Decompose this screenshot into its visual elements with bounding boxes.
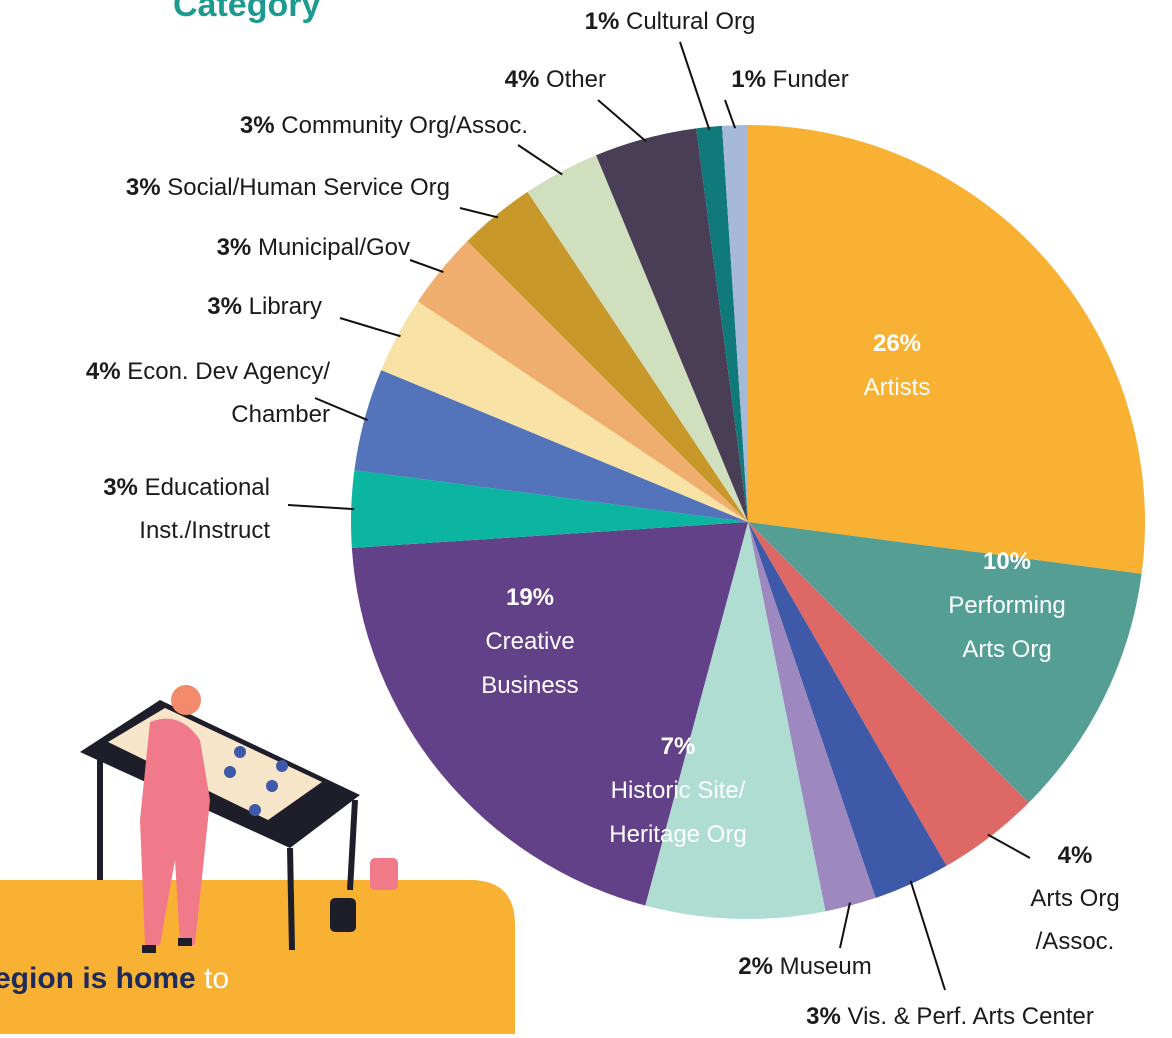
pie-slice [527,155,748,522]
percent-label: 3% [103,474,138,501]
slice-label: 3% Library [207,285,322,328]
category-label: Econ. Dev Agency/ Chamber [127,358,330,428]
percent-label: 3% [239,112,275,139]
percent-label: 26% [872,330,922,357]
percent-label: 1% [584,8,620,35]
leader-line [287,504,355,511]
category-label: Arts Org /Assoc. [1030,885,1120,955]
category-label: Other [545,66,606,93]
illustration [0,685,515,1034]
slice-label: 3% Community Org/Assoc. [240,104,528,147]
percent-label: 3% [125,174,161,201]
percent-label: 7% [660,733,696,760]
slice-label: 4% Other [505,58,606,101]
leader-line [909,880,946,991]
pie-slice [645,522,826,920]
annotation-bold: egion is home [0,962,196,995]
chart-title: Category [173,0,321,24]
category-label: Vis. & Perf. Arts Center [847,1003,1094,1030]
slice-label: 2% Museum [605,945,1005,988]
percent-label: 10% [982,548,1032,575]
category-label: Cultural Org [625,8,756,35]
percent-label: 2% [738,953,773,980]
slice-label: 3% Social/Human Service Org [126,166,450,209]
category-label: Funder [772,66,849,93]
percent-label: 4% [85,358,121,385]
percent-label: 4% [1057,842,1093,869]
pie-slice [696,125,748,522]
percent-label: 3% [806,1003,841,1030]
pie-slice [381,301,748,522]
slice-label: 3% Vis. & Perf. Arts Center [750,995,1150,1038]
pie-slice [354,370,748,522]
leader-line [724,99,737,129]
category-label: Historic Site/ Heritage Org [609,777,747,848]
pie-slice [596,128,748,522]
pie-slice [748,125,1145,574]
category-label: Social/Human Service Org [167,174,450,201]
slice-label: 3% Educational Inst./Instruct [103,466,270,552]
annotation: egion is home to [0,962,229,996]
category-label: Performing Arts Org [948,592,1066,663]
pie-slice [351,522,748,906]
category-label: Educational Inst./Instruct [139,474,270,544]
leader-line [314,397,368,421]
category-label: Municipal/Gov [257,234,410,261]
slice-label: 1% Funder [590,58,990,101]
leader-line [679,41,711,131]
leader-line [339,317,401,338]
pie-slice [748,522,947,898]
slice-label: 26% Artists [697,322,1097,410]
annotation-text: to [204,962,230,995]
slice-label: 19% Creative Business [330,576,730,708]
slice-label: 4% Arts Org /Assoc. [875,834,1172,963]
leader-line [459,207,499,219]
slice-label: 1% Cultural Org [470,0,870,43]
percent-label: 3% [216,234,252,261]
pie-slice [748,522,876,912]
pie-slice [722,125,748,522]
slice-label: 7% Historic Site/ Heritage Org [478,725,878,857]
leader-line [517,144,563,176]
leader-line [839,902,851,949]
slice-label: 10% Performing Arts Org [807,540,1172,672]
pie-slice [351,470,748,548]
category-label: Library [248,293,322,320]
leader-line [987,833,1031,859]
percent-label: 3% [207,293,242,320]
pie-slice [467,191,748,523]
slice-label: 4% Econ. Dev Agency/ Chamber [86,350,330,436]
slice-label: 3% Municipal/Gov [217,226,410,269]
category-label: Creative Business [481,628,579,699]
leader-line [597,99,647,143]
category-label: Community Org/Assoc. [281,112,528,139]
pie-slice [748,522,1029,866]
percent-label: 19% [505,584,555,611]
percent-label: 4% [504,66,540,93]
pie-slice [417,241,748,522]
pie-slice [748,522,1142,803]
category-label: Museum [779,953,872,980]
category-label: Artists [863,374,931,401]
percent-label: 1% [731,66,766,93]
leader-line [409,259,444,273]
